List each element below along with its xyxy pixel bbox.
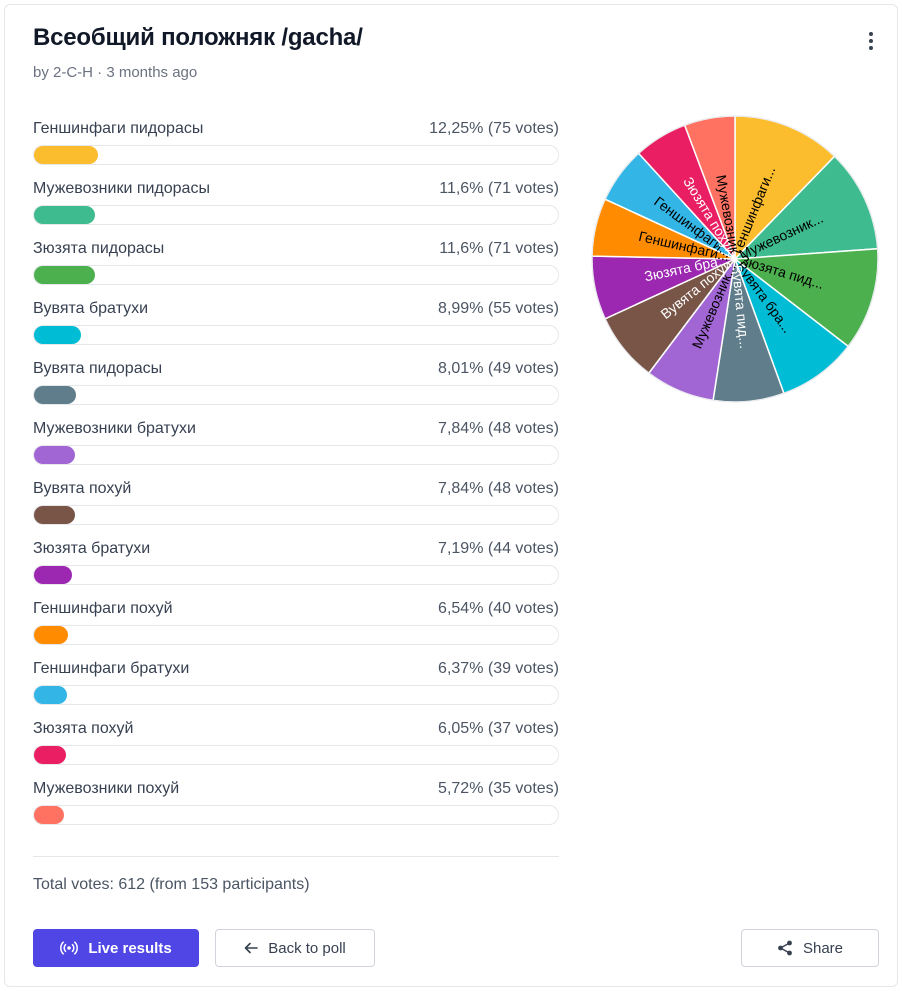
back-to-poll-label: Back to poll	[268, 939, 346, 957]
result-value: 11,6% (71 votes)	[439, 240, 559, 257]
progress-track	[33, 505, 559, 525]
progress-fill	[34, 566, 72, 584]
result-label: Вувята пидорасы	[33, 360, 163, 377]
result-row: Мужевозники похуй 5,72% (35 votes)	[33, 777, 559, 837]
share-button[interactable]: Share	[741, 929, 879, 967]
progress-track	[33, 325, 559, 345]
result-label: Геншинфаги братухи	[33, 660, 190, 677]
result-value: 12,25% (75 votes)	[429, 120, 559, 137]
progress-track	[33, 205, 559, 225]
result-row: Зюзята похуй 6,05% (37 votes)	[33, 717, 559, 777]
progress-fill	[34, 686, 67, 704]
result-value: 5,72% (35 votes)	[438, 780, 559, 797]
share-label: Share	[802, 939, 844, 957]
poll-meta: by 2-C-H · 3 months ago	[33, 64, 198, 81]
progress-fill	[34, 146, 98, 164]
result-value: 6,54% (40 votes)	[438, 600, 559, 617]
live-results-button[interactable]: Live results	[33, 929, 199, 967]
progress-fill	[34, 206, 95, 224]
kebab-dot	[869, 32, 873, 36]
result-label: Зюзята похуй	[33, 720, 134, 737]
share-icon	[778, 940, 792, 956]
result-label: Вувята братухи	[33, 300, 149, 317]
result-value: 7,84% (48 votes)	[438, 480, 559, 497]
progress-track	[33, 385, 559, 405]
divider	[33, 856, 559, 857]
progress-track	[33, 685, 559, 705]
result-label: Зюзята пидорасы	[33, 240, 165, 257]
result-row: Геншинфаги пидорасы 12,25% (75 votes)	[33, 117, 559, 177]
arrow-left-icon	[244, 942, 259, 954]
progress-track	[33, 445, 559, 465]
result-value: 8,99% (55 votes)	[438, 300, 559, 317]
result-row: Вувята братухи 8,99% (55 votes)	[33, 297, 559, 357]
progress-fill	[34, 446, 75, 464]
result-row: Геншинфаги похуй 6,54% (40 votes)	[33, 597, 559, 657]
broadcast-icon	[60, 941, 79, 955]
poll-title: Всеобщий положняк /gacha/	[33, 24, 363, 51]
pie-outline	[591, 115, 879, 403]
result-row: Вувята похуй 7,84% (48 votes)	[33, 477, 559, 537]
progress-fill	[34, 806, 64, 824]
progress-track	[33, 625, 559, 645]
result-label: Мужевозники похуй	[33, 780, 180, 797]
live-results-label: Live results	[88, 939, 172, 957]
progress-track	[33, 745, 559, 765]
result-label: Вувята похуй	[33, 480, 132, 497]
kebab-dot	[869, 46, 873, 50]
progress-track	[33, 265, 559, 285]
progress-fill	[34, 266, 95, 284]
result-value: 6,05% (37 votes)	[438, 720, 559, 737]
result-row: Мужевозники братухи 7,84% (48 votes)	[33, 417, 559, 477]
progress-track	[33, 145, 559, 165]
kebab-dot	[869, 39, 873, 43]
result-row: Зюзята пидорасы 11,6% (71 votes)	[33, 237, 559, 297]
result-label: Мужевозники пидорасы	[33, 180, 210, 197]
result-value: 8,01% (49 votes)	[438, 360, 559, 377]
results-list: Геншинфаги пидорасы 12,25% (75 votes) Муже…	[33, 117, 559, 837]
result-value: 6,37% (39 votes)	[438, 660, 559, 677]
progress-fill	[34, 746, 66, 764]
result-row: Мужевозники пидорасы 11,6% (71 votes)	[33, 177, 559, 237]
result-value: 7,19% (44 votes)	[438, 540, 559, 557]
result-value: 11,6% (71 votes)	[439, 180, 559, 197]
result-row: Геншинфаги братухи 6,37% (39 votes)	[33, 657, 559, 717]
result-label: Геншинфаги пидорасы	[33, 120, 204, 137]
result-value: 7,84% (48 votes)	[438, 420, 559, 437]
progress-fill	[34, 326, 81, 344]
total-votes: Total votes: 612 (from 153 participants)	[33, 876, 310, 893]
progress-track	[33, 565, 559, 585]
result-label: Геншинфаги похуй	[33, 600, 173, 617]
progress-fill	[34, 626, 68, 644]
back-to-poll-button[interactable]: Back to poll	[215, 929, 375, 967]
result-row: Вувята пидорасы 8,01% (49 votes)	[33, 357, 559, 417]
result-label: Зюзята братухи	[33, 540, 151, 557]
result-label: Мужевозники братухи	[33, 420, 196, 437]
progress-fill	[34, 506, 75, 524]
results-pie-chart: Геншинфаги...Мужевозник...Зюзята пид...В…	[591, 115, 879, 403]
poll-results-card: Всеобщий положняк /gacha/ by 2-C-H · 3 m…	[4, 4, 898, 987]
more-vertical-icon[interactable]	[861, 29, 881, 53]
result-row: Зюзята братухи 7,19% (44 votes)	[33, 537, 559, 597]
progress-fill	[34, 386, 76, 404]
progress-track	[33, 805, 559, 825]
